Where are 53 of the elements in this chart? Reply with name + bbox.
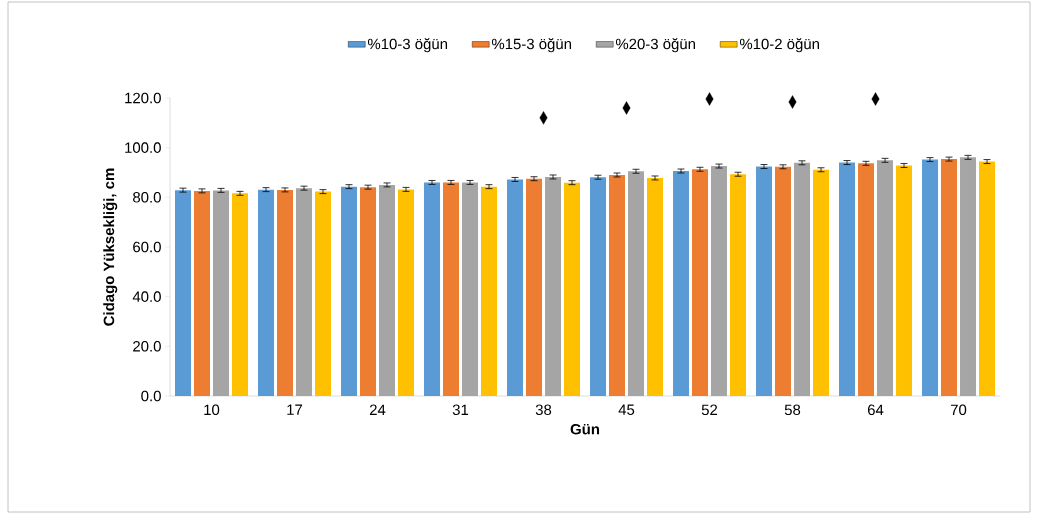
bar (341, 186, 357, 396)
bar (858, 163, 875, 396)
x-tick-label: 24 (369, 404, 386, 415)
bar (922, 159, 939, 396)
legend-label: %10-2 öğün (739, 38, 819, 53)
bar (507, 179, 523, 396)
bar (232, 193, 248, 396)
y-tick-label: 20.0 (133, 341, 161, 352)
legend-label: %15-3 öğün (491, 38, 572, 53)
bar (756, 166, 773, 396)
bar (647, 177, 664, 396)
bar (360, 187, 376, 396)
x-tick-label: 52 (701, 404, 718, 416)
bar (839, 162, 856, 396)
x-tick-label: 17 (287, 404, 303, 415)
x-tick-label: 58 (784, 404, 801, 416)
bar (896, 165, 913, 396)
x-axis-title: Gün (570, 423, 600, 435)
bar (979, 161, 996, 396)
x-tick-label: 70 (950, 404, 967, 416)
bar (424, 182, 440, 396)
y-tick-label: 120.0 (125, 92, 161, 104)
bar (730, 174, 747, 396)
x-tick-label: 64 (867, 404, 884, 416)
bar (277, 189, 293, 396)
y-tick-label: 100.0 (125, 142, 161, 153)
bar (609, 174, 625, 396)
bar (941, 159, 958, 396)
y-tick-label: 40.0 (132, 291, 161, 302)
bar (590, 177, 606, 396)
x-tick-label: 45 (618, 404, 635, 415)
legend-label: %10-3 öğün (367, 38, 448, 53)
bar (175, 190, 191, 396)
bar (258, 189, 274, 396)
x-tick-label: 10 (204, 404, 220, 416)
legend-label: %20-3 öğün (615, 38, 695, 53)
y-tick-label: 80.0 (133, 192, 161, 203)
bar (398, 189, 415, 396)
bar (564, 182, 581, 396)
y-tick-label: 0.0 (141, 390, 161, 402)
bar (813, 169, 830, 396)
bar (443, 182, 459, 396)
bar (775, 166, 792, 396)
y-axis-title: Cidago Yüksekliği, cm (103, 168, 118, 326)
y-tick-label: 60.0 (133, 241, 161, 253)
bar (481, 186, 498, 396)
bar (315, 191, 331, 396)
x-tick-label: 31 (452, 404, 469, 416)
bar (673, 171, 690, 396)
bar (194, 190, 210, 396)
bar (526, 178, 542, 396)
x-tick-label: 38 (535, 404, 552, 416)
bar (692, 169, 708, 396)
